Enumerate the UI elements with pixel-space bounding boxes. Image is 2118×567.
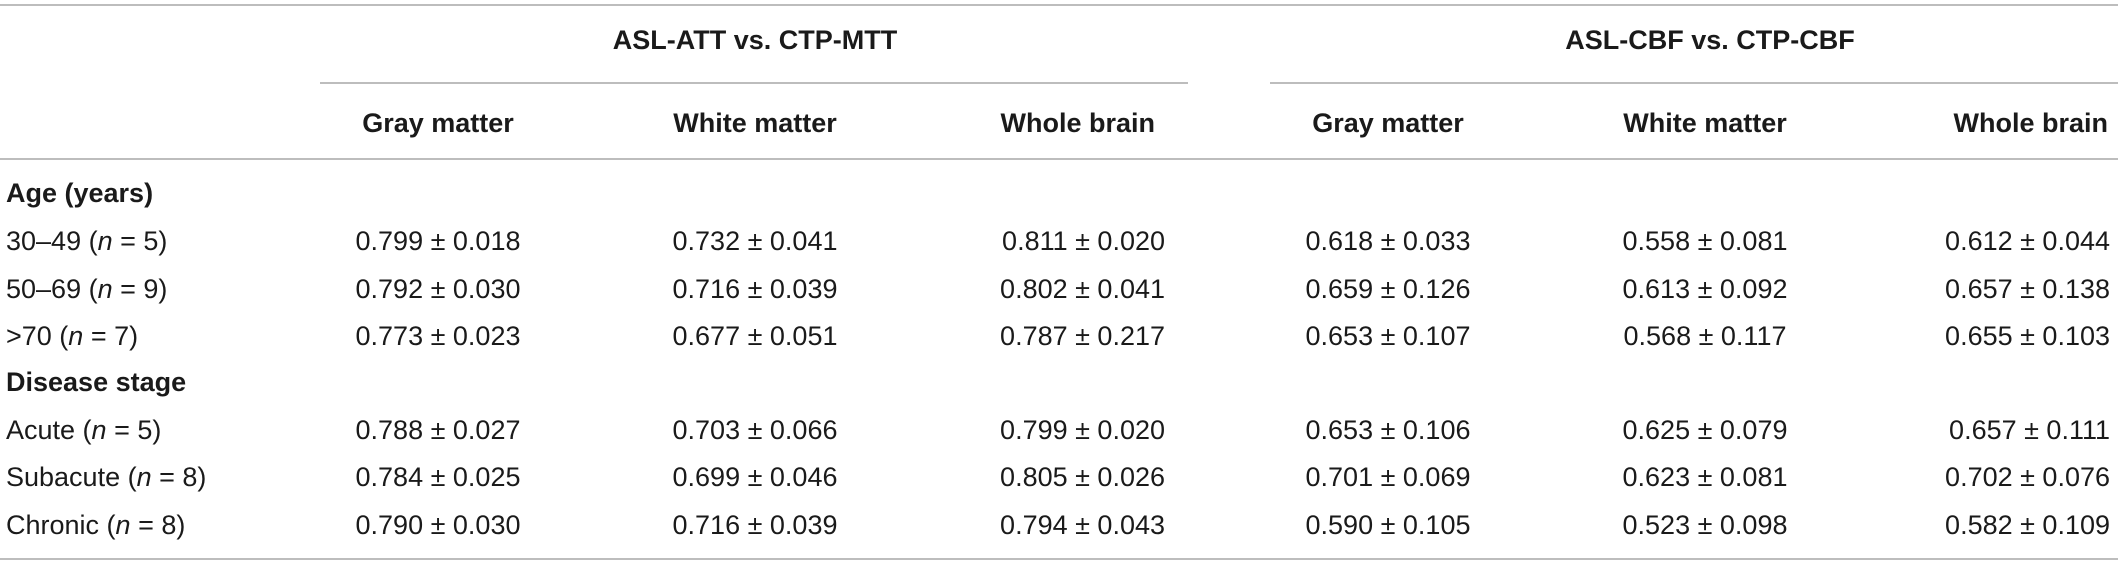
table-cell: 0.618 ± 0.033 xyxy=(1305,226,1471,256)
group-header-cbf-cbf: ASL-CBF vs. CTP-CBF xyxy=(1565,25,1855,55)
table-cell: 0.703 ± 0.066 xyxy=(672,415,838,445)
table-cell: 0.787 ± 0.217 xyxy=(1000,321,1165,351)
column-header: Gray matter xyxy=(1312,108,1464,138)
table-cell: 0.625 ± 0.079 xyxy=(1622,415,1788,445)
row-label: Chronic (n = 8) xyxy=(6,510,186,540)
table-cell: 0.655 ± 0.103 xyxy=(1945,321,2110,351)
table-cell: 0.790 ± 0.030 xyxy=(355,510,521,540)
table-cell: 0.799 ± 0.018 xyxy=(355,226,521,256)
column-header: White matter xyxy=(673,108,837,138)
row-label: >70 (n = 7) xyxy=(6,321,139,351)
group-underline-left xyxy=(320,82,1188,84)
table-cell: 0.784 ± 0.025 xyxy=(355,462,521,492)
table-cell: 0.699 ± 0.046 xyxy=(672,462,838,492)
table-cell: 0.702 ± 0.076 xyxy=(1945,462,2110,492)
table-cell: 0.623 ± 0.081 xyxy=(1622,462,1788,492)
table-cell: 0.802 ± 0.041 xyxy=(1000,274,1165,304)
table-cell: 0.657 ± 0.138 xyxy=(1945,274,2110,304)
table-cell: 0.612 ± 0.044 xyxy=(1945,226,2110,256)
group-header-att-mtt: ASL-ATT vs. CTP-MTT xyxy=(612,25,898,55)
table-cell: 0.653 ± 0.106 xyxy=(1305,415,1471,445)
table-cell: 0.732 ± 0.041 xyxy=(672,226,838,256)
header-bottom-rule xyxy=(0,158,2118,160)
table-cell: 0.794 ± 0.043 xyxy=(1000,510,1165,540)
section-title-disease-stage: Disease stage xyxy=(6,367,187,397)
column-header: Whole brain xyxy=(1000,108,1156,138)
bottom-rule xyxy=(0,558,2118,560)
table-cell: 0.716 ± 0.039 xyxy=(672,274,838,304)
table-cell: 0.523 ± 0.098 xyxy=(1622,510,1788,540)
table-cell: 0.811 ± 0.020 xyxy=(1002,226,1165,256)
column-header: Gray matter xyxy=(362,108,514,138)
column-header: Whole brain xyxy=(1953,108,2109,138)
table-cell: 0.558 ± 0.081 xyxy=(1622,226,1788,256)
table-cell: 0.677 ± 0.051 xyxy=(672,321,838,351)
row-label: Acute (n = 5) xyxy=(6,415,162,445)
table-cell: 0.568 ± 0.117 xyxy=(1623,321,1787,351)
table-cell: 0.773 ± 0.023 xyxy=(355,321,521,351)
top-rule xyxy=(0,4,2118,6)
row-label: Subacute (n = 8) xyxy=(6,462,207,492)
table-cell: 0.805 ± 0.026 xyxy=(1000,462,1165,492)
table-cell: 0.582 ± 0.109 xyxy=(1945,510,2110,540)
table-cell: 0.799 ± 0.020 xyxy=(1000,415,1165,445)
table-cell: 0.590 ± 0.105 xyxy=(1305,510,1471,540)
table-cell: 0.788 ± 0.027 xyxy=(355,415,521,445)
column-header: White matter xyxy=(1623,108,1787,138)
section-title-age: Age (years) xyxy=(6,178,154,208)
row-label: 50–69 (n = 9) xyxy=(6,274,168,304)
table-cell: 0.653 ± 0.107 xyxy=(1305,321,1471,351)
group-underline-right xyxy=(1270,82,2118,84)
table-cell: 0.701 ± 0.069 xyxy=(1305,462,1471,492)
table-cell: 0.613 ± 0.092 xyxy=(1622,274,1788,304)
table-cell: 0.659 ± 0.126 xyxy=(1305,274,1471,304)
table-cell: 0.792 ± 0.030 xyxy=(355,274,521,304)
row-label: 30–49 (n = 5) xyxy=(6,226,168,256)
table-cell: 0.657 ± 0.111 xyxy=(1949,415,2110,445)
table-cell: 0.716 ± 0.039 xyxy=(672,510,838,540)
